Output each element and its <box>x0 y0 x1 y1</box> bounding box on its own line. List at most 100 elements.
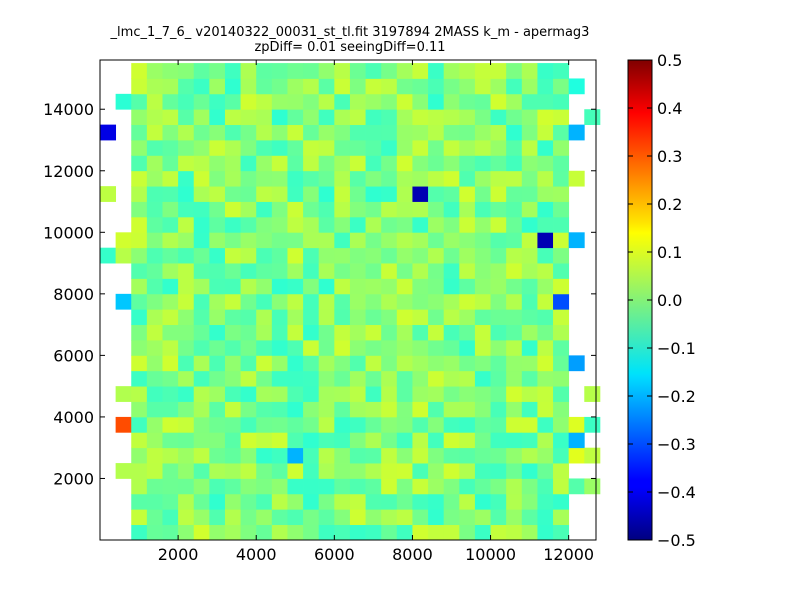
heatmap-cell <box>256 247 273 264</box>
heatmap-cell <box>287 447 304 464</box>
heatmap-cell <box>240 263 257 279</box>
heatmap-cell <box>396 170 413 187</box>
heatmap-cell <box>365 463 382 479</box>
heatmap-cell <box>303 478 320 495</box>
heatmap-cell <box>256 293 273 310</box>
heatmap-cell <box>334 463 351 479</box>
heatmap-cell <box>521 401 538 418</box>
heatmap-cell <box>412 140 429 156</box>
heatmap-cell <box>506 232 523 249</box>
heatmap-cell <box>318 263 335 279</box>
heatmap-cell <box>443 386 460 402</box>
heatmap-cell <box>115 293 132 310</box>
heatmap-cell <box>521 340 538 356</box>
heatmap-cell <box>318 463 335 479</box>
heatmap-cell <box>365 324 382 341</box>
heatmap-cell <box>474 509 491 526</box>
heatmap-cell <box>396 293 413 310</box>
heatmap-cell <box>271 232 288 249</box>
heatmap-cell <box>193 324 210 341</box>
heatmap-cell <box>568 478 585 495</box>
heatmap-cell <box>365 401 382 418</box>
heatmap-cell <box>240 278 257 295</box>
heatmap-cell <box>443 447 460 464</box>
heatmap-cell <box>271 216 288 233</box>
heatmap-cell <box>240 401 257 418</box>
heatmap-cell <box>146 447 163 464</box>
heatmap-cell <box>553 247 570 264</box>
heatmap-cell <box>537 401 554 418</box>
heatmap-cell <box>178 201 195 218</box>
heatmap-cell <box>537 109 554 126</box>
heatmap-cell <box>553 401 570 418</box>
heatmap-cell <box>584 478 601 495</box>
heatmap-cell <box>131 309 148 326</box>
heatmap-cell <box>303 416 320 433</box>
heatmap-cell <box>474 386 491 402</box>
heatmap-cell <box>443 524 460 541</box>
heatmap-cell <box>256 263 273 279</box>
heatmap-cell <box>428 78 445 95</box>
heatmap-cell <box>396 93 413 110</box>
heatmap-cell <box>428 432 445 449</box>
heatmap-cell <box>193 463 210 479</box>
heatmap-cell <box>209 263 226 279</box>
heatmap-cell <box>459 463 476 479</box>
heatmap-cell <box>271 324 288 341</box>
heatmap-cell <box>303 63 320 79</box>
heatmap-cell <box>396 78 413 95</box>
heatmap-cell <box>146 186 163 202</box>
heatmap-cell <box>474 247 491 264</box>
heatmap-cell <box>537 340 554 356</box>
heatmap-cell <box>256 186 273 202</box>
heatmap-cell <box>256 355 273 372</box>
heatmap-cell <box>303 401 320 418</box>
heatmap-cell <box>365 232 382 249</box>
heatmap-cell <box>428 447 445 464</box>
heatmap-cell <box>428 493 445 510</box>
heatmap-cell <box>443 247 460 264</box>
heatmap-cell <box>209 509 226 526</box>
heatmap-cell <box>349 478 366 495</box>
heatmap-cell <box>459 370 476 387</box>
heatmap-cell <box>131 324 148 341</box>
heatmap-cell <box>240 309 257 326</box>
heatmap-cell <box>381 93 398 110</box>
heatmap-cell <box>271 370 288 387</box>
heatmap-cell <box>334 432 351 449</box>
y-tick-label: 4000 <box>53 408 94 427</box>
heatmap-cell <box>349 124 366 141</box>
heatmap-cell <box>209 416 226 433</box>
heatmap-cell <box>443 493 460 510</box>
heatmap-cell <box>584 416 601 433</box>
heatmap-cell <box>537 232 554 249</box>
heatmap-cell <box>365 386 382 402</box>
heatmap-cell <box>334 416 351 433</box>
heatmap-cell <box>303 509 320 526</box>
heatmap-cell <box>162 401 179 418</box>
heatmap-cell <box>365 155 382 172</box>
heatmap-cell <box>459 140 476 156</box>
heatmap-cell <box>115 93 132 110</box>
heatmap-cell <box>537 509 554 526</box>
heatmap-cell <box>428 216 445 233</box>
heatmap-cell <box>193 78 210 95</box>
heatmap-cell <box>553 493 570 510</box>
heatmap-cell <box>443 478 460 495</box>
heatmap-cell <box>131 155 148 172</box>
heatmap-cell <box>428 155 445 172</box>
heatmap-cell <box>162 432 179 449</box>
heatmap-cell <box>474 416 491 433</box>
heatmap-cell <box>146 432 163 449</box>
heatmap-cell <box>193 370 210 387</box>
heatmap-cell <box>162 463 179 479</box>
heatmap-cell <box>271 478 288 495</box>
heatmap-cell <box>193 216 210 233</box>
heatmap-cell <box>240 432 257 449</box>
heatmap-cell <box>412 432 429 449</box>
heatmap-cell <box>490 524 507 541</box>
heatmap-cell <box>271 78 288 95</box>
heatmap-cell <box>490 232 507 249</box>
heatmap-cell <box>553 278 570 295</box>
heatmap-cell <box>287 247 304 264</box>
